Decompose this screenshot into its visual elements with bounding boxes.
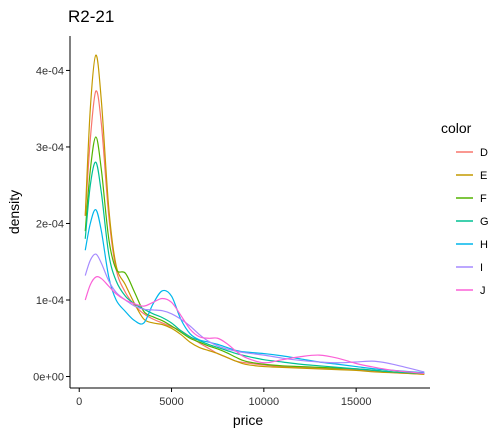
y-tick-label: 3e-04 xyxy=(36,142,64,154)
legend-title: color xyxy=(441,120,472,136)
density-line-e xyxy=(84,54,425,375)
density-line-h xyxy=(84,209,425,374)
y-tick-label: 4e-04 xyxy=(36,65,64,77)
legend-label: J xyxy=(480,285,486,297)
legend-label: D xyxy=(480,147,488,159)
y-tick-label: 0e+00 xyxy=(33,372,64,384)
density-line-f xyxy=(84,136,425,375)
density-line-d xyxy=(84,90,425,375)
legend-item-h: H xyxy=(456,239,488,251)
legend-item-d: D xyxy=(456,147,488,159)
legend-label: F xyxy=(480,193,487,205)
chart-title: R2-21 xyxy=(68,7,114,26)
x-tick-label: 5000 xyxy=(159,396,183,408)
x-tick-label: 15000 xyxy=(341,396,372,408)
density-line-i xyxy=(84,253,425,373)
legend-item-e: E xyxy=(456,170,487,182)
density-line-g xyxy=(84,161,425,375)
x-tick-label: 10000 xyxy=(249,396,280,408)
x-axis: 0 5000 10000 15000 xyxy=(76,388,371,408)
legend-label: E xyxy=(480,170,487,182)
legend-item-g: G xyxy=(456,216,489,228)
y-tick-label: 2e-04 xyxy=(36,218,64,230)
x-tick-label: 0 xyxy=(76,396,82,408)
density-line-j xyxy=(84,276,425,375)
legend-label: I xyxy=(480,262,483,274)
y-axis-label: density xyxy=(6,190,22,234)
legend-item-f: F xyxy=(456,193,487,205)
legend-label: G xyxy=(480,216,489,228)
legend-item-j: J xyxy=(456,285,486,297)
legend-item-i: I xyxy=(456,262,483,274)
legend-label: H xyxy=(480,239,488,251)
y-axis: 0e+00 1e-04 2e-04 3e-04 4e-04 xyxy=(33,65,70,384)
x-axis-label: price xyxy=(233,412,264,428)
series-layer xyxy=(84,54,425,375)
y-tick-label: 1e-04 xyxy=(36,295,64,307)
